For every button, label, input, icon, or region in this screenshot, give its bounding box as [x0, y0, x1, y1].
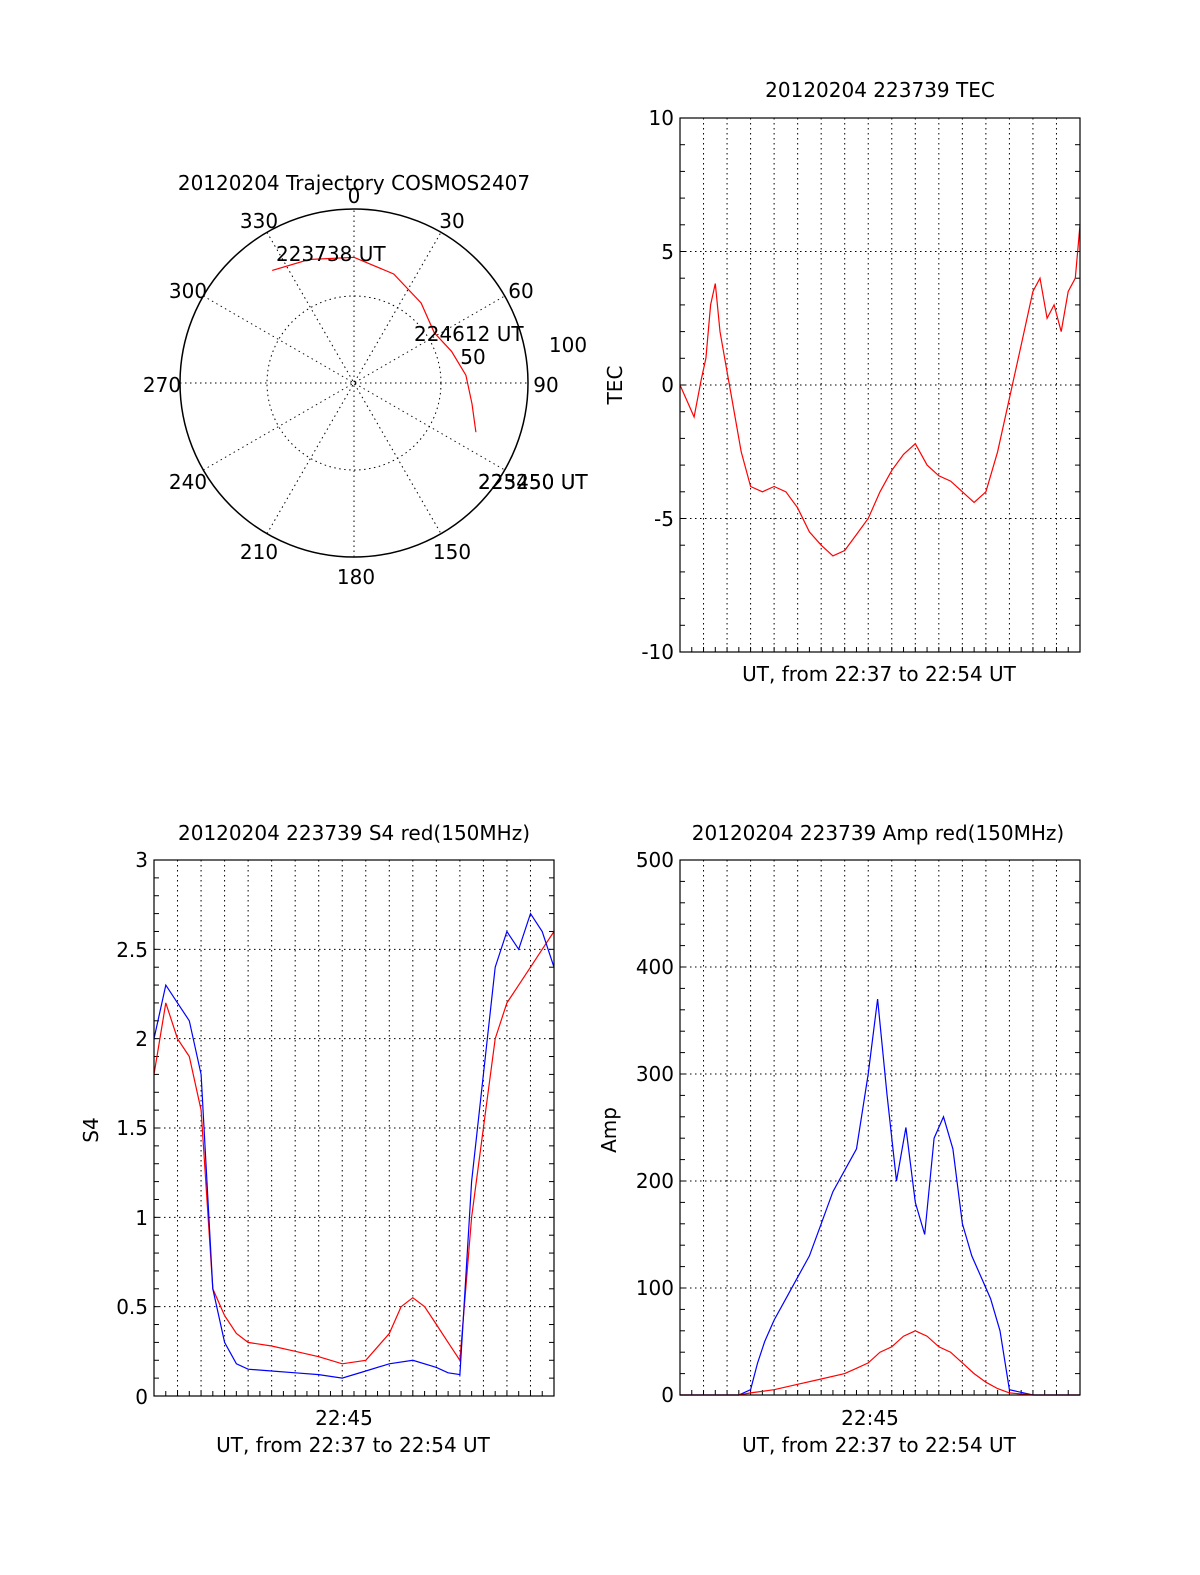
amp-ytick-100: 100 [636, 1276, 674, 1300]
s4-panel: 20120204 223739 S4 red(150MHz) 3 2.5 2 1… [79, 821, 555, 1457]
radius-label-100: 100 [549, 333, 587, 357]
tec-grid [679, 117, 1081, 653]
angle-label-210: 210 [240, 540, 278, 564]
s4-ytick-3: 3 [135, 848, 148, 872]
amp-ytick-500: 500 [636, 848, 674, 872]
amp-panel: 20120204 223739 Amp red(150MHz) 500 400 … [597, 821, 1081, 1457]
amp-red-line [680, 1330, 1080, 1396]
angle-label-60: 60 [508, 279, 533, 303]
polar-track-line [272, 256, 477, 433]
angle-label-180: 180 [337, 565, 375, 589]
amp-title: 20120204 223739 Amp red(150MHz) [692, 821, 1064, 845]
polar-title: 20120204 Trajectory COSMOS2407 [178, 171, 530, 195]
angle-label-330: 330 [240, 209, 278, 233]
angle-label-240: 240 [169, 470, 207, 494]
s4-plot-frame [153, 859, 555, 1397]
s4-xtick-2245: 22:45 [315, 1406, 373, 1430]
tec-ytick-0: 0 [661, 373, 674, 397]
s4-ytick-2: 2 [135, 1027, 148, 1051]
s4-ytick-2-5: 2.5 [116, 938, 148, 962]
polar-spoke-30 [266, 232, 442, 534]
angle-label-90: 90 [533, 373, 558, 397]
s4-xlabel: UT, from 22:37 to 22:54 UT [216, 1433, 491, 1457]
polar-spoke-60 [203, 295, 505, 471]
angle-label-30: 30 [439, 209, 464, 233]
s4-ytick-0: 0 [135, 1385, 148, 1409]
track-annotation-mid: 224612 UT [414, 322, 524, 346]
angle-label-150: 150 [433, 540, 471, 564]
s4-ytick-1-5: 1.5 [116, 1116, 148, 1140]
s4-blue-line [153, 912, 555, 1379]
angle-label-0: 0 [348, 184, 361, 208]
tec-panel: 20120204 223739 TEC 10 5 0 -5 -10 TEC UT… [603, 78, 1081, 686]
amp-grid [679, 859, 1081, 1396]
angle-label-300: 300 [169, 279, 207, 303]
polar-spokes [180, 209, 528, 557]
tec-ylabel: TEC [603, 366, 627, 406]
polar-spoke-120 [203, 295, 505, 471]
tec-ytick-m10: -10 [641, 640, 674, 664]
amp-plot-frame [679, 859, 1081, 1396]
tec-plot-frame [679, 117, 1081, 653]
s4-red-line [153, 931, 555, 1365]
s4-ytick-0-5: 0.5 [116, 1295, 148, 1319]
amp-ylabel: Amp [597, 1107, 621, 1153]
track-annotation-start: 223738 UT [276, 242, 386, 266]
s4-grid [153, 859, 555, 1397]
tec-series-line [679, 224, 1081, 557]
polar-spoke-150 [266, 232, 442, 534]
tec-ytick-10: 10 [649, 106, 674, 130]
amp-blue-line [680, 999, 1080, 1396]
track-annotation-end-a: 223450 UT [478, 470, 588, 494]
amp-ytick-0: 0 [661, 1383, 674, 1407]
amp-xtick-2245: 22:45 [841, 1406, 899, 1430]
s4-ytick-1: 1 [135, 1206, 148, 1230]
angle-label-270: 270 [143, 373, 181, 397]
amp-xlabel: UT, from 22:37 to 22:54 UT [742, 1433, 1017, 1457]
tec-ytick-5: 5 [661, 240, 674, 264]
s4-title: 20120204 223739 S4 red(150MHz) [178, 821, 530, 845]
tec-ytick-m5: -5 [654, 507, 674, 531]
track-annotation-end-b: 225250 UT [478, 470, 588, 494]
s4-ylabel: S4 [79, 1117, 103, 1142]
tec-title: 20120204 223739 TEC [765, 78, 995, 102]
polar-panel: 20120204 Trajectory COSMOS2407 0 30 60 9… [143, 171, 588, 589]
radius-label-50: 50 [460, 345, 485, 369]
amp-ytick-200: 200 [636, 1169, 674, 1193]
tec-xlabel: UT, from 22:37 to 22:54 UT [742, 662, 1017, 686]
amp-ytick-300: 300 [636, 1062, 674, 1086]
amp-ytick-400: 400 [636, 955, 674, 979]
